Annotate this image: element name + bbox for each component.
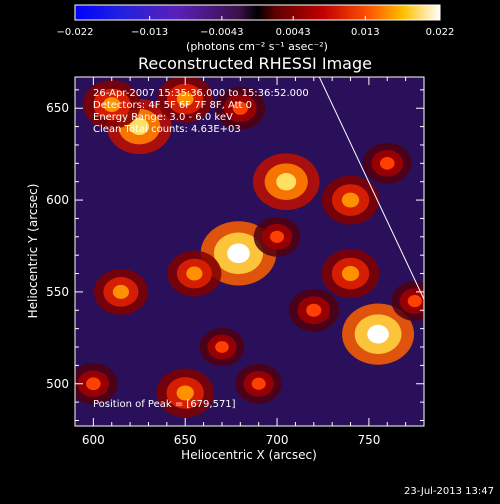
y-axis-label: Heliocentric Y (arcsec) <box>26 184 40 319</box>
solar-limb-line <box>318 77 424 300</box>
x-tick-label: 750 <box>357 433 380 447</box>
emission-blob <box>82 80 141 130</box>
y-tick-label: 550 <box>46 285 69 299</box>
x-tick-label: 650 <box>174 433 197 447</box>
colorbar-tick-label: 0.013 <box>351 27 380 38</box>
axis-ticks: 600 650 700 750 500 550 600 650 <box>46 77 425 447</box>
emission-blob <box>288 288 339 332</box>
emission-blob <box>321 249 380 299</box>
peak-position-label: Position of Peak = [679,571] <box>93 399 236 410</box>
emission-blob <box>156 368 215 418</box>
emission-blob <box>157 77 214 123</box>
y-tick-label: 500 <box>46 377 69 391</box>
emission-blob <box>252 153 320 211</box>
x-tick-label: 600 <box>82 433 105 447</box>
plot-frame <box>74 76 425 427</box>
colorbar-tick-label: −0.022 <box>56 27 93 38</box>
emission-blob <box>93 268 148 315</box>
emission-blob <box>253 216 301 257</box>
heatmap-emission <box>75 77 424 418</box>
x-axis-label: Heliocentric X (arcsec) <box>181 448 317 462</box>
emission-blob <box>215 86 266 130</box>
colorbar <box>74 4 441 21</box>
y-tick-label: 650 <box>46 101 69 115</box>
annotation-detectors: Detectors: 4F 5F 6F 7F 8F, Att 0 <box>93 100 252 111</box>
annotation-energy: Energy Range: 3.0 - 6.0 keV <box>93 112 233 123</box>
chart-title: Reconstructed RHESSI Image <box>138 54 372 73</box>
emission-blob <box>362 142 412 184</box>
colorbar-tick-label: 0.0043 <box>276 27 311 38</box>
colorbar-tick-label: −0.0043 <box>200 27 243 38</box>
emission-blob <box>321 175 380 225</box>
colorbar-label: (photons cm⁻² s⁻¹ asec⁻²) <box>186 40 328 53</box>
colorbar-tick-label: −0.013 <box>131 27 168 38</box>
emission-blob <box>75 363 118 405</box>
emission-blob <box>235 363 283 404</box>
emission-blob <box>391 281 424 321</box>
annotation-time-range: 26-Apr-2007 15:35:36.000 to 15:36:52.000 <box>93 88 309 99</box>
emission-blob <box>342 303 415 365</box>
colorbar-ticks: −0.022 −0.013 −0.0043 0.0043 0.013 0.022 <box>56 16 454 38</box>
x-tick-label: 700 <box>266 433 289 447</box>
annotation-clean-counts: Clean Total counts: 4.63E+03 <box>93 124 241 135</box>
colorbar-tick-label: 0.022 <box>426 27 455 38</box>
footer-timestamp: 23-Jul-2013 13:47 <box>404 486 494 497</box>
emission-blob <box>167 250 222 297</box>
emission-blob <box>199 327 245 367</box>
y-tick-label: 600 <box>46 193 69 207</box>
